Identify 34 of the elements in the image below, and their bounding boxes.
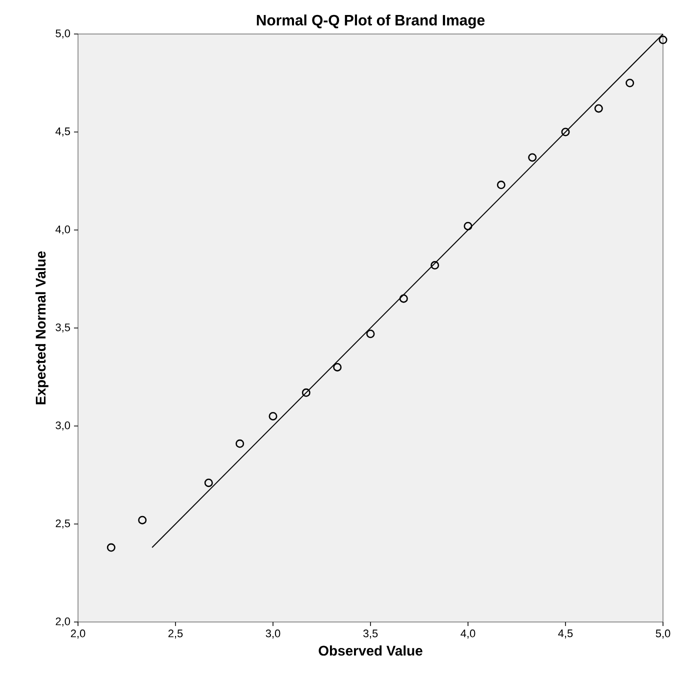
point xyxy=(430,261,440,270)
y-tick-label: 3,5 xyxy=(56,323,70,333)
x-axis-title: Observed Value xyxy=(318,645,422,656)
y-tick-label: 4,5 xyxy=(55,128,70,136)
point xyxy=(302,388,310,397)
x-tick-label: 3,0 xyxy=(266,630,280,639)
x-tick-label: 3,5 xyxy=(363,630,378,639)
point xyxy=(399,294,408,303)
y-tick-label: 3,0 xyxy=(56,421,70,431)
point xyxy=(333,362,342,372)
point xyxy=(626,78,634,88)
point xyxy=(106,543,116,552)
y-tick-label: 2,5 xyxy=(56,519,70,529)
point xyxy=(496,180,506,190)
x-tick-label: 2,0 xyxy=(70,630,86,639)
point xyxy=(268,412,278,420)
point xyxy=(594,104,603,113)
y-tick-label: 5,0 xyxy=(56,29,70,39)
point xyxy=(464,222,472,230)
x-tick-label: 5,0 xyxy=(656,630,670,639)
x-tick-label: 2,5 xyxy=(168,630,183,639)
x-tick-label: 4,5 xyxy=(558,630,573,638)
point xyxy=(528,153,537,162)
y-tick-label: 2,0 xyxy=(56,617,70,627)
y-axis-title: Expected Normal Value xyxy=(35,251,48,404)
point xyxy=(366,330,375,338)
point xyxy=(658,36,668,44)
point xyxy=(561,128,570,136)
point xyxy=(138,516,147,524)
x-tick-label: 4,0 xyxy=(460,630,476,639)
point xyxy=(236,439,244,448)
y-tick-label: 4,0 xyxy=(55,225,70,235)
chart-title: Normal Q-Q Plot of Brand Image xyxy=(256,14,485,28)
point xyxy=(204,478,213,488)
